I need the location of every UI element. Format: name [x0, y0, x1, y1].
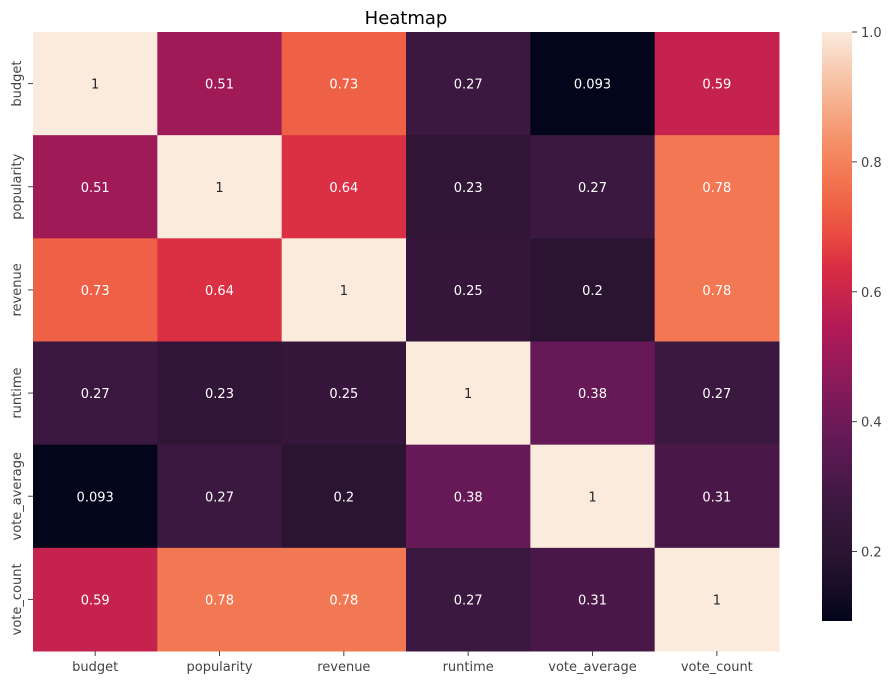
colorbar-ticks: 0.2 0.4 0.6 0.8 1.0 — [852, 26, 882, 561]
x-tick-label: vote_count — [681, 660, 753, 675]
colorbar-tick-label: 0.8 — [861, 156, 882, 171]
y-tick-label: vote_average — [10, 452, 25, 540]
cell-value-label: 0.73 — [81, 284, 110, 299]
cell-value-label: 0.73 — [329, 78, 358, 93]
cell-value-label: 0.31 — [702, 490, 731, 505]
cell-value-label: 0.23 — [454, 181, 483, 196]
x-tick-label: popularity — [186, 660, 252, 675]
y-tick-label: popularity — [10, 153, 25, 219]
cell-value-label: 1 — [713, 593, 721, 608]
colorbar-tick-label: 0.4 — [861, 416, 882, 431]
colorbar-tick-label: 0.2 — [861, 546, 882, 561]
cell-value-label: 0.25 — [329, 387, 358, 402]
cell-value-label: 0.23 — [205, 387, 234, 402]
cell-value-label: 0.27 — [454, 78, 483, 93]
cell-value-label: 1 — [340, 284, 348, 299]
heatmap-cell-popularity-budget — [33, 135, 158, 239]
heatmap-cell-budget-vote_count — [654, 32, 780, 136]
heatmap-cell-popularity-vote_average — [530, 135, 656, 239]
cell-value-label: 1 — [215, 181, 223, 196]
heatmap-cell-runtime-revenue — [281, 341, 407, 446]
x-axis-ticks: budget popularity revenue runtime vote_avera… — [72, 651, 753, 675]
cell-value-label: 0.78 — [702, 284, 731, 299]
y-tick-label: vote_count — [10, 563, 25, 635]
heatmap-cell-popularity-runtime — [406, 135, 531, 239]
heatmap-cell-vote_count-runtime — [406, 547, 531, 652]
heatmap-cells: 1 0.51 0.73 0.27 0.093 0.59 0.51 1 0.64 0.23 0.27 0… — [33, 32, 780, 652]
heatmap-cell-popularity-popularity — [157, 135, 283, 239]
heatmap-cell-revenue-budget — [33, 238, 158, 342]
heatmap-cell-budget-revenue — [281, 32, 407, 136]
heatmap-cell-budget-budget — [33, 32, 158, 136]
heatmap-cell-vote_count-popularity — [157, 547, 283, 652]
heatmap-cell-runtime-budget — [33, 341, 158, 446]
heatmap-cell-budget-popularity — [157, 32, 283, 136]
heatmap-cell-revenue-popularity — [157, 238, 283, 342]
colorbar — [822, 32, 852, 621]
chart-title: Heatmap — [365, 8, 448, 29]
cell-value-label: 0.59 — [81, 593, 110, 608]
heatmap-cell-vote_average-revenue — [281, 444, 407, 549]
heatmap-cell-runtime-vote_average — [530, 341, 656, 446]
cell-value-label: 0.64 — [329, 181, 358, 196]
x-tick-label: runtime — [443, 660, 494, 675]
heatmap-cell-vote_count-budget — [33, 547, 158, 652]
heatmap-cell-vote_average-vote_count — [654, 444, 780, 549]
heatmap-cell-runtime-vote_count — [654, 341, 780, 446]
cell-value-label: 1 — [588, 490, 596, 505]
cell-value-label: 0.51 — [81, 181, 110, 196]
heatmap-cell-revenue-vote_average — [530, 238, 656, 342]
heatmap-cell-revenue-runtime — [406, 238, 531, 342]
cell-value-label: 0.27 — [454, 593, 483, 608]
heatmap-cell-revenue-vote_count — [654, 238, 780, 342]
cell-value-label: 0.27 — [578, 181, 607, 196]
heatmap-cell-popularity-vote_count — [654, 135, 780, 239]
cell-value-label: 0.27 — [702, 387, 731, 402]
x-tick-label: budget — [72, 660, 118, 675]
cell-value-label: 0.78 — [205, 593, 234, 608]
cell-value-label: 0.38 — [578, 387, 607, 402]
heatmap-cell-runtime-runtime — [406, 341, 531, 446]
cell-value-label: 0.78 — [329, 593, 358, 608]
y-tick-label: budget — [10, 61, 25, 107]
cell-value-label: 1 — [91, 78, 99, 93]
x-tick-label: vote_average — [548, 660, 636, 675]
heatmap-cell-revenue-revenue — [281, 238, 407, 342]
x-tick-label: revenue — [317, 660, 370, 675]
cell-value-label: 1 — [464, 387, 472, 402]
cell-value-label: 0.2 — [582, 284, 603, 299]
colorbar-tick-label: 0.6 — [861, 286, 882, 301]
y-tick-label: revenue — [10, 263, 25, 316]
cell-value-label: 0.31 — [578, 593, 607, 608]
colorbar-tick-label: 1.0 — [861, 26, 882, 41]
heatmap-cell-vote_count-vote_average — [530, 547, 656, 652]
cell-value-label: 0.27 — [81, 387, 110, 402]
cell-value-label: 0.093 — [77, 490, 114, 505]
heatmap-cell-vote_count-vote_count — [654, 547, 780, 652]
heatmap-cell-budget-vote_average — [530, 32, 656, 136]
cell-value-label: 0.78 — [702, 181, 731, 196]
cell-value-label: 0.27 — [205, 490, 234, 505]
heatmap-cell-budget-runtime — [406, 32, 531, 136]
heatmap-cell-vote_average-popularity — [157, 444, 283, 549]
cell-value-label: 0.59 — [702, 78, 731, 93]
cell-value-label: 0.25 — [454, 284, 483, 299]
heatmap-cell-vote_average-budget — [33, 444, 158, 549]
y-tick-label: runtime — [10, 367, 25, 418]
heatmap-cell-vote_average-runtime — [406, 444, 531, 549]
cell-value-label: 0.38 — [454, 490, 483, 505]
heatmap-cell-popularity-revenue — [281, 135, 407, 239]
cell-value-label: 0.51 — [205, 78, 234, 93]
heatmap-cell-vote_average-vote_average — [530, 444, 656, 549]
heatmap-cell-runtime-popularity — [157, 341, 283, 446]
cell-value-label: 0.093 — [574, 78, 611, 93]
y-axis-ticks: budget popularity revenue runtime vote_avera… — [10, 61, 33, 635]
cell-value-label: 0.64 — [205, 284, 234, 299]
cell-value-label: 0.2 — [333, 490, 354, 505]
heatmap-cell-vote_count-revenue — [281, 547, 407, 652]
